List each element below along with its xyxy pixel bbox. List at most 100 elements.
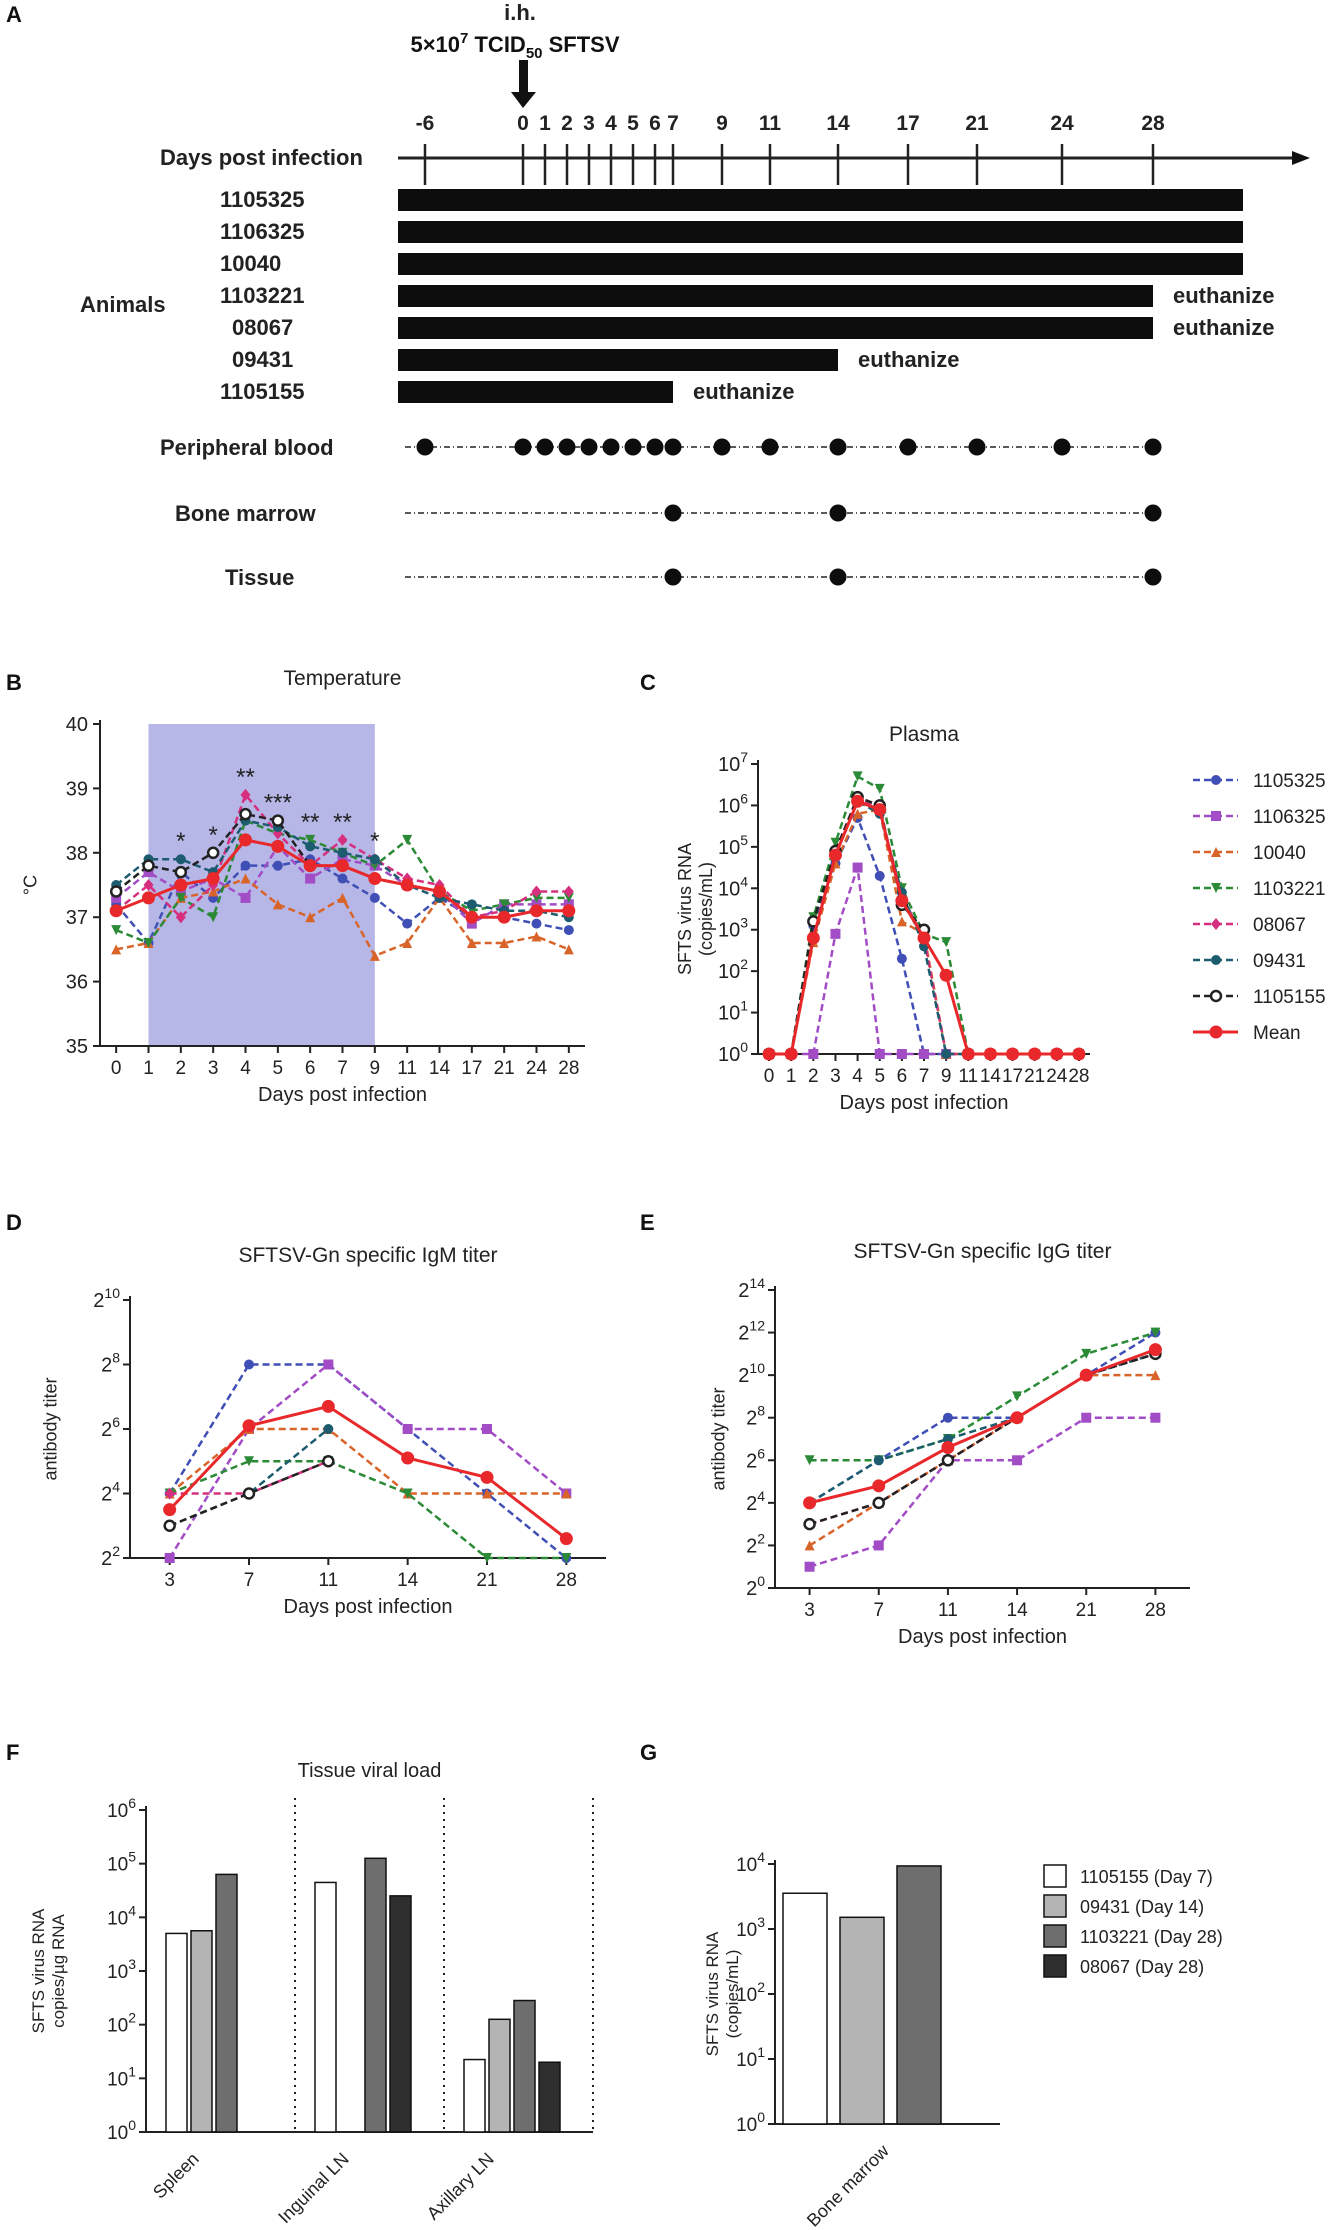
- y-tick-label: 37: [66, 907, 88, 929]
- data-point-1105325: [240, 860, 251, 871]
- bar-09431: [839, 1916, 885, 2125]
- data-point-09431: [305, 841, 316, 852]
- data-point-1105325: [244, 1359, 254, 1370]
- data-point-1105325: [896, 953, 907, 964]
- data-point-Mean: [872, 1479, 886, 1493]
- schedule-tick-label: 7: [667, 112, 679, 135]
- y-tick-label: 26: [746, 1445, 765, 1472]
- legend-label: 09431: [1253, 951, 1306, 972]
- y-tick-label: 35: [66, 1036, 88, 1058]
- y-tick-label: 36: [66, 972, 88, 994]
- series-line-1106325: [115, 844, 569, 926]
- inoculation-route: i.h.: [504, 0, 536, 25]
- x-axis-label: Days post infection: [898, 1626, 1067, 1648]
- schedule-tick-label: 5: [627, 112, 639, 135]
- data-point-Mean: [784, 1047, 798, 1061]
- data-point-1106325: [111, 892, 122, 903]
- data-point-10040: [111, 944, 122, 955]
- sampling-dot: [713, 438, 731, 456]
- sampling-dot: [1053, 438, 1071, 456]
- sampling-dot: [514, 438, 532, 456]
- data-point-Mean: [941, 1441, 955, 1455]
- data-point-09431: [323, 1424, 334, 1434]
- data-point-1105325: [337, 873, 348, 884]
- data-point-1105155: [109, 885, 123, 898]
- y-tick-label: 39: [66, 778, 88, 800]
- x-tick-label: 14: [429, 1058, 451, 1079]
- x-tick-label: 21: [476, 1570, 497, 1591]
- significance-label: **: [333, 809, 352, 836]
- chart-title: Temperature: [284, 667, 402, 690]
- data-point-1106325: [305, 873, 316, 884]
- x-tick-label: 21: [494, 1058, 515, 1079]
- data-point-1103221: [402, 834, 413, 845]
- animal-observation-bar: [398, 349, 838, 371]
- data-point-Mean: [1010, 1411, 1024, 1425]
- sampling-dot: [829, 438, 847, 456]
- schedule-tick-label: 11: [759, 112, 782, 135]
- data-point-1106325: [164, 1553, 175, 1563]
- sampling-dot: [761, 438, 779, 456]
- series-line-1105155: [809, 1352, 1156, 1526]
- data-point-08067: [531, 885, 542, 898]
- data-point-1106325: [804, 1561, 815, 1572]
- chart-title: Tissue viral load: [298, 1760, 442, 1782]
- y-axis-label: SFTS virus RNA (copies/mL): [675, 843, 716, 975]
- legend-label: 08067 (Day 28): [1080, 1957, 1204, 1977]
- data-point-1106325: [402, 1424, 413, 1434]
- y-tick-label: 212: [738, 1318, 765, 1345]
- y-tick-label: 24: [746, 1488, 765, 1515]
- data-point-Mean: [480, 1470, 494, 1484]
- data-point-1105325: [874, 870, 885, 881]
- schedule-tick-label: 1: [539, 112, 551, 135]
- sampling-label: Tissue: [225, 565, 294, 590]
- y-axis-label: SFTS virus RNA (copies/mL): [703, 1931, 742, 2056]
- data-point-1106325: [896, 1049, 907, 1059]
- data-point-1106325: [830, 928, 841, 939]
- series-line-1105155: [169, 1460, 329, 1527]
- y-axis-label-line: SFTS virus RNA: [29, 1908, 48, 2033]
- panel-letter-F: F: [6, 1740, 19, 1765]
- data-point-1105155: [142, 859, 155, 872]
- legend-marker-1106325: [1211, 811, 1221, 821]
- legend-marker-09431: [1211, 955, 1221, 965]
- animal-observation-bar: [398, 381, 673, 403]
- data-point-1103221: [561, 1553, 572, 1563]
- chart-title: SFTSV-Gn specific IgG titer: [854, 1240, 1112, 1263]
- y-axis-label-line: SFTS virus RNA: [675, 843, 695, 975]
- significance-label: *: [370, 828, 379, 855]
- legend-swatch: [1043, 1954, 1067, 1978]
- y-axis-label: °C: [20, 875, 40, 895]
- data-point-08067: [164, 1487, 175, 1500]
- x-tick-label: 7: [337, 1058, 348, 1079]
- y-tick-label: 101: [718, 998, 748, 1025]
- x-tick-label: 1: [143, 1058, 154, 1079]
- x-tick-label: 3: [164, 1570, 175, 1591]
- y-tick-label: 40: [66, 714, 88, 736]
- y-tick-label: 22: [746, 1530, 765, 1557]
- data-point-1103221: [804, 1455, 815, 1466]
- data-point-08067: [175, 911, 186, 924]
- x-tick-label: 17: [1002, 1066, 1023, 1087]
- series-line-1103221: [169, 1460, 567, 1560]
- x-tick-label: 14: [1007, 1600, 1029, 1621]
- y-tick-label: 28: [746, 1403, 765, 1430]
- schedule-tick-label: -6: [416, 112, 435, 135]
- legend-label: Mean: [1253, 1023, 1301, 1044]
- y-tick-label: 22: [101, 1543, 120, 1570]
- chart-title: SFTSV-Gn specific IgM titer: [238, 1244, 497, 1267]
- animal-id: 08067: [232, 315, 293, 340]
- legend-label: 1106325: [1253, 807, 1326, 828]
- y-tick-label: 210: [738, 1360, 765, 1387]
- animal-id: 09431: [232, 347, 293, 372]
- legend-marker-1105325: [1211, 775, 1221, 785]
- schedule-tick-label: 28: [1141, 112, 1165, 135]
- legend-marker-10040: [1211, 847, 1221, 857]
- legend-label: 09431 (Day 14): [1080, 1897, 1204, 1917]
- x-tick-label: 21: [1076, 1600, 1097, 1621]
- sampling-dot: [664, 438, 682, 456]
- x-tick-label: 0: [764, 1066, 775, 1087]
- sampling-dot: [664, 568, 682, 586]
- data-point-1103221: [305, 834, 316, 845]
